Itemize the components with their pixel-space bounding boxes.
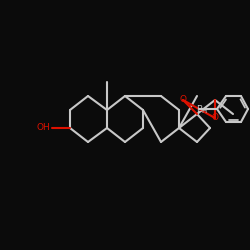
Text: H: H bbox=[202, 108, 206, 114]
Text: OH: OH bbox=[36, 124, 50, 132]
Text: B: B bbox=[196, 104, 202, 114]
Text: O: O bbox=[212, 114, 218, 122]
Text: O: O bbox=[180, 96, 186, 104]
